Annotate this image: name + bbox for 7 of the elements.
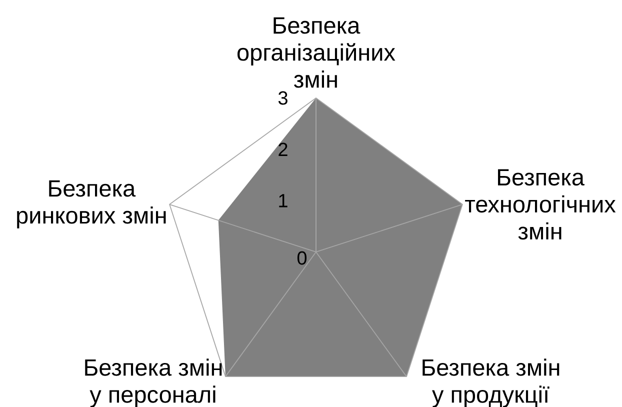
spoke-label: Безпека технологічних змін xyxy=(465,169,616,240)
spoke-label: Безпека ринкових змін xyxy=(17,180,166,228)
y-tick-label: 0 xyxy=(297,251,307,265)
spoke-label: Безпека організаційних змін xyxy=(238,17,396,88)
y-tick-label: 2 xyxy=(278,142,288,156)
y-tick-label: 3 xyxy=(278,91,288,105)
y-tick-label: 1 xyxy=(279,194,288,208)
